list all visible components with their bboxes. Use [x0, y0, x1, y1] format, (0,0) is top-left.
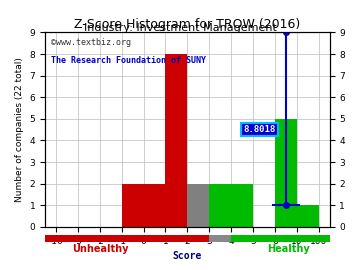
Bar	[209, 184, 253, 227]
Text: Unhealthy: Unhealthy	[73, 244, 129, 254]
Bar	[297, 205, 319, 227]
Bar	[187, 184, 209, 227]
Text: The Research Foundation of SUNY: The Research Foundation of SUNY	[51, 56, 206, 65]
Bar	[165, 54, 187, 227]
Bar	[122, 184, 165, 227]
Y-axis label: Number of companies (22 total): Number of companies (22 total)	[15, 57, 24, 202]
X-axis label: Score: Score	[172, 251, 202, 261]
Bar	[275, 119, 297, 227]
Text: ©www.textbiz.org: ©www.textbiz.org	[51, 38, 131, 47]
Text: 8.8018: 8.8018	[243, 125, 276, 134]
Title: Z-Score Histogram for TROW (2016): Z-Score Histogram for TROW (2016)	[74, 18, 300, 31]
Text: Healthy: Healthy	[267, 244, 309, 254]
Text: Industry: Investment Management: Industry: Investment Management	[84, 23, 276, 33]
